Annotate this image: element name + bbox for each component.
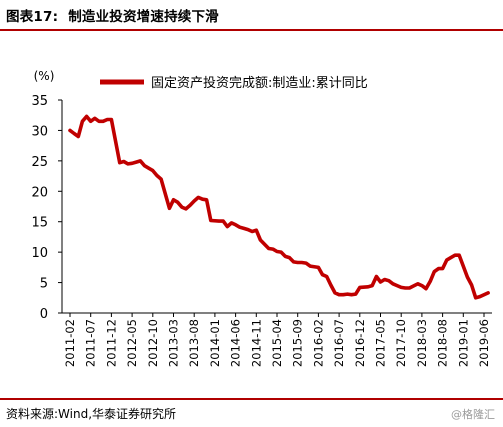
- x-tick-label: 2016-12: [353, 319, 367, 367]
- x-tick-label: 2014-01: [208, 319, 222, 367]
- y-tick-label: 10: [31, 246, 48, 261]
- series-line-0: [68, 114, 490, 300]
- y-tick-label: 35: [31, 94, 48, 109]
- x-tick-label: 2015-09: [291, 319, 305, 367]
- y-tick-label: 5: [40, 277, 48, 292]
- legend: 固定资产投资完成额:制造业:累计同比: [100, 75, 368, 91]
- legend-label: 固定资产投资完成额:制造业:累计同比: [151, 75, 368, 91]
- x-tick-label: 2013-08: [187, 319, 201, 367]
- x-tick-label: 2011-12: [104, 319, 118, 367]
- x-tick-label: 2014-11: [249, 319, 263, 367]
- top-rule: [0, 29, 503, 31]
- x-tick-label: 2016-02: [311, 319, 325, 367]
- x-tick-label: 2017-10: [394, 319, 408, 367]
- x-tick-label: 2011-02: [63, 319, 77, 367]
- x-tick-label: 2016-07: [332, 319, 346, 367]
- x-tick-label: 2018-03: [415, 319, 429, 367]
- source-note: 资料来源:Wind,华泰证券研究所: [6, 407, 177, 421]
- y-tick-label: 25: [31, 155, 48, 170]
- watermark-text: @格隆汇: [451, 408, 495, 421]
- figure-label: 图表17:: [6, 9, 59, 25]
- y-tick-label: 15: [31, 216, 48, 231]
- x-tick-label: 2011-07: [84, 319, 98, 367]
- line-chart: (%) 固定资产投资完成额:制造业:累计同比 0 5 10 15 20 25 30 35 20…: [31, 69, 492, 367]
- y-tick-label: 0: [40, 307, 48, 322]
- x-tick-label: 2014-06: [229, 319, 243, 367]
- x-tick-label: 2012-05: [125, 319, 139, 367]
- x-tick-label: 2012-10: [146, 319, 160, 367]
- x-tick-label: 2019-06: [477, 319, 491, 367]
- figure-title: 制造业投资增速持续下滑: [68, 9, 219, 25]
- x-tick-label: 2015-04: [270, 319, 284, 367]
- figure-title-bar: 图表17: 制造业投资增速持续下滑: [6, 5, 219, 25]
- y-axis-unit: (%): [34, 69, 55, 83]
- x-tick-label: 2018-08: [436, 319, 450, 367]
- y-tick-label: 30: [31, 124, 48, 139]
- y-tick-label: 20: [31, 185, 48, 200]
- x-tick-label: 2013-03: [167, 319, 181, 367]
- bottom-rule: [0, 398, 503, 400]
- x-tick-label: 2017-05: [374, 319, 388, 367]
- x-tick-label: 2019-01: [456, 319, 470, 367]
